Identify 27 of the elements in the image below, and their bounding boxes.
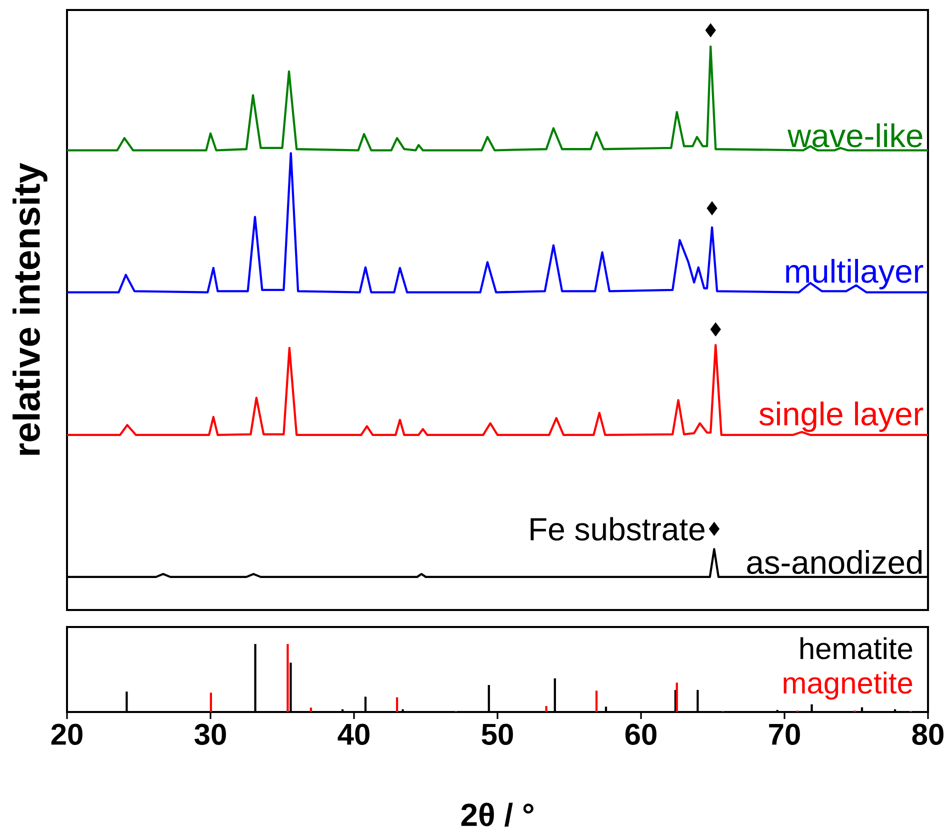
point <box>706 201 718 216</box>
point <box>705 23 716 38</box>
x-tick-label: 20 <box>51 724 82 745</box>
bar <box>545 706 548 712</box>
x-tick-label: 80 <box>912 724 944 745</box>
annotation: Fe substrate <box>530 517 704 541</box>
x-tick-label: 50 <box>482 724 513 745</box>
bar <box>676 682 678 712</box>
x-tick-label: 60 <box>625 724 656 745</box>
point <box>710 322 721 336</box>
bar <box>310 708 312 712</box>
series-label: wave-like <box>788 123 922 148</box>
y-axis-title: relative intensity <box>12 162 48 455</box>
x-tick-label: 70 <box>769 724 800 745</box>
x-axis-title: 2θ / ° <box>461 802 534 827</box>
series-label: magnetite <box>784 672 912 700</box>
x-tick-label: 30 <box>194 724 226 745</box>
bar <box>595 690 598 712</box>
bar <box>210 692 212 712</box>
x-tick-label: 40 <box>338 724 370 745</box>
series-label: single layer <box>759 402 924 432</box>
series-label: as-anodized <box>747 550 922 574</box>
point <box>708 522 720 536</box>
bar <box>286 644 289 712</box>
series-label: multilayer <box>786 258 924 290</box>
bar <box>396 697 398 712</box>
series-label: hematite <box>800 637 912 660</box>
